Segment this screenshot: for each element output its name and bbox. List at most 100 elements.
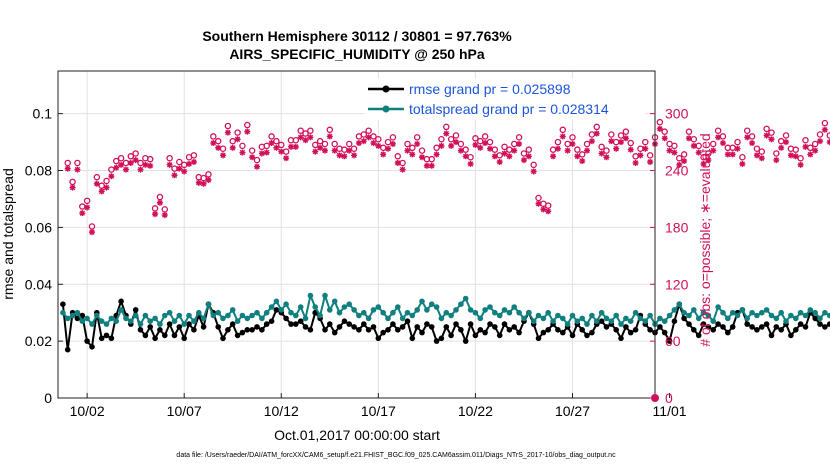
series-spread-point-118 — [632, 309, 639, 316]
obs-possible-103 — [564, 140, 571, 148]
series-rmse-point-19 — [152, 335, 158, 342]
obs-evaluated-19 — [156, 199, 163, 206]
obs-evaluated-64 — [375, 142, 382, 149]
series-spread-point-99 — [540, 315, 547, 322]
series-spread-point-157 — [822, 309, 828, 316]
series-rmse-point-72 — [409, 335, 416, 342]
obs-evaluated-44 — [278, 148, 285, 155]
series-spread-point-130 — [691, 307, 697, 313]
obs-evaluated-3 — [79, 210, 86, 217]
series-rmse-point-55 — [327, 321, 333, 327]
obs-possible-72 — [413, 134, 421, 141]
obs-evaluated-86 — [482, 140, 489, 147]
series-spread-point-97 — [530, 318, 537, 325]
series-spread-point-89 — [492, 309, 498, 316]
obs-possible-82 — [462, 146, 469, 153]
obs-possible-116 — [627, 139, 634, 147]
series-rmse-point-136 — [720, 324, 726, 330]
series-rmse-point-88 — [487, 321, 493, 327]
x-axis-ticks: 10/02 10/07 10/12 10/17 10/22 10/27 11/01 — [70, 393, 687, 419]
obs-evaluated-49 — [302, 137, 309, 144]
series-rmse-point-51 — [307, 327, 314, 333]
series-spread-point-125 — [666, 312, 673, 319]
series-spread-point-90 — [496, 312, 503, 319]
legend-entry-rmse: rmse grand pr = 0.025898 — [409, 81, 571, 97]
obs-possible-120 — [646, 152, 654, 159]
series-rmse-point-26 — [186, 321, 192, 327]
series-rmse-point-135 — [715, 321, 721, 327]
series-spread-point-151 — [793, 315, 799, 322]
obs-possible-146 — [773, 150, 780, 157]
obs-evaluated-79 — [448, 142, 455, 149]
obs-evaluated-32 — [220, 152, 227, 159]
series-rmse-point-98 — [535, 335, 542, 342]
series-rmse-point-0 — [60, 301, 66, 308]
x-tick-label-5: 10/27 — [555, 403, 590, 419]
series-rmse-point-129 — [686, 321, 692, 327]
series-rmse-point-91 — [501, 321, 508, 327]
series-spread-point-68 — [390, 309, 396, 316]
obs-possible-148 — [782, 132, 790, 139]
obs-evaluated-59 — [351, 152, 358, 159]
series-spread-point-31 — [210, 312, 217, 319]
series-spread-point-136 — [720, 309, 726, 316]
x-tick-label-0: 10/02 — [70, 403, 105, 419]
obs-evaluated-39 — [254, 163, 260, 170]
obs-evaluated-7 — [98, 188, 105, 195]
obs-evaluated-122 — [656, 125, 663, 132]
obs-evaluated-124 — [666, 147, 673, 154]
obs-possible-113 — [612, 138, 620, 146]
series-rmse-point-27 — [191, 327, 197, 333]
obs-possible-79 — [447, 135, 455, 143]
series-spread-point-133 — [705, 312, 712, 319]
series-spread-point-155 — [812, 309, 818, 316]
series-spread-point-144 — [759, 309, 765, 316]
series-rmse-point-142 — [749, 324, 755, 330]
obs-evaluated-109 — [593, 130, 600, 137]
series-rmse-point-10 — [108, 335, 115, 342]
obs-possible-70 — [404, 140, 411, 148]
series-spread-point-17 — [142, 312, 149, 319]
obs-evaluated-148 — [783, 139, 790, 146]
obs-evaluated-30 — [210, 140, 217, 147]
obs-possible-11 — [117, 154, 125, 162]
series-rmse-point-32 — [215, 324, 221, 330]
obs-evaluated-52 — [317, 144, 324, 151]
obs-possible-49 — [302, 130, 309, 137]
obs-possible-132 — [705, 150, 712, 157]
series-spread-point-88 — [487, 304, 493, 310]
obs-evaluated-40 — [258, 150, 265, 157]
series-rmse-point-49 — [297, 318, 304, 325]
series-spread-point-39 — [249, 312, 255, 319]
obs-possible-10 — [112, 157, 120, 165]
obs-possible-69 — [399, 159, 406, 167]
series-rmse-point-63 — [365, 327, 372, 333]
series-spread-point-42 — [263, 309, 270, 316]
series-rmse-point-22 — [166, 321, 173, 327]
series-rmse-point-84 — [467, 321, 474, 327]
obs-evaluated-144 — [763, 132, 770, 139]
series-rmse-point-62 — [361, 321, 367, 327]
series-spread-point-119 — [637, 315, 644, 322]
obs-possible-52 — [316, 137, 324, 145]
series-spread-point-65 — [375, 304, 382, 310]
obs-possible-51 — [311, 141, 319, 149]
obs-possible-147 — [777, 137, 785, 145]
series-rmse-point-34 — [225, 327, 231, 333]
series-spread-point-138 — [729, 309, 736, 316]
obs-evaluated-45 — [283, 155, 290, 162]
obs-possible-115 — [622, 128, 630, 135]
series-rmse-point-93 — [511, 324, 517, 330]
series-rmse-point-77 — [433, 338, 440, 344]
series-rmse-point-123 — [657, 324, 663, 330]
series-spread-point-54 — [322, 292, 328, 299]
obs-possible-58 — [345, 140, 353, 148]
series-spread-point-45 — [278, 307, 285, 313]
x-tick-label-2: 10/12 — [264, 403, 299, 419]
series-rmse-point-81 — [453, 321, 459, 327]
obs-possible-19 — [156, 193, 164, 201]
series-spread-point-121 — [647, 312, 653, 319]
series-rmse-point-29 — [200, 324, 207, 330]
obs-evaluated-137 — [729, 151, 736, 158]
obs-possible-34 — [229, 137, 236, 145]
